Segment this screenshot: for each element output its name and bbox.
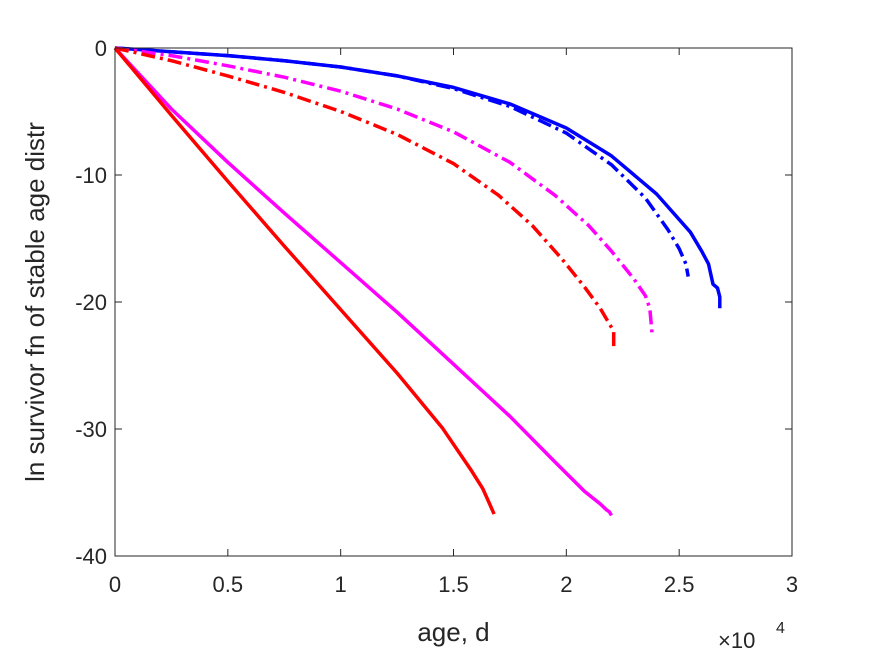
series-line-5 [113,46,613,517]
x-tick-label: 2.5 [664,572,695,597]
series-line-6 [113,46,496,515]
series-line-3 [114,46,654,334]
series-line-4 [114,46,616,347]
y-ticks: 0 -10 -20 -30 -40 [75,36,792,569]
x-tick-label: 1.5 [438,572,469,597]
x-axis-label: age, d [417,617,489,647]
plot-area [115,48,792,556]
x-axis-multiplier: ×10 4 [718,620,785,653]
x-tick-label: 0.5 [213,572,244,597]
y-tick-label: 0 [95,36,107,61]
x-tick-label: 0 [109,572,121,597]
y-tick-label: -30 [75,417,107,442]
series-line-1 [114,46,722,309]
x-ticks: 0 0.5 1 1.5 2 2.5 3 [109,48,798,597]
y-tick-label: -10 [75,163,107,188]
series-layer [113,46,722,517]
y-tick-label: -20 [75,290,107,315]
y-axis-label: ln survivor fn of stable age distr [20,122,50,482]
x-tick-label: 3 [786,572,798,597]
x-multiplier-exponent: 4 [776,620,785,637]
x-tick-label: 2 [560,572,572,597]
x-tick-label: 1 [335,572,347,597]
y-tick-label: -40 [75,544,107,569]
x-multiplier-base: ×10 [718,628,755,653]
